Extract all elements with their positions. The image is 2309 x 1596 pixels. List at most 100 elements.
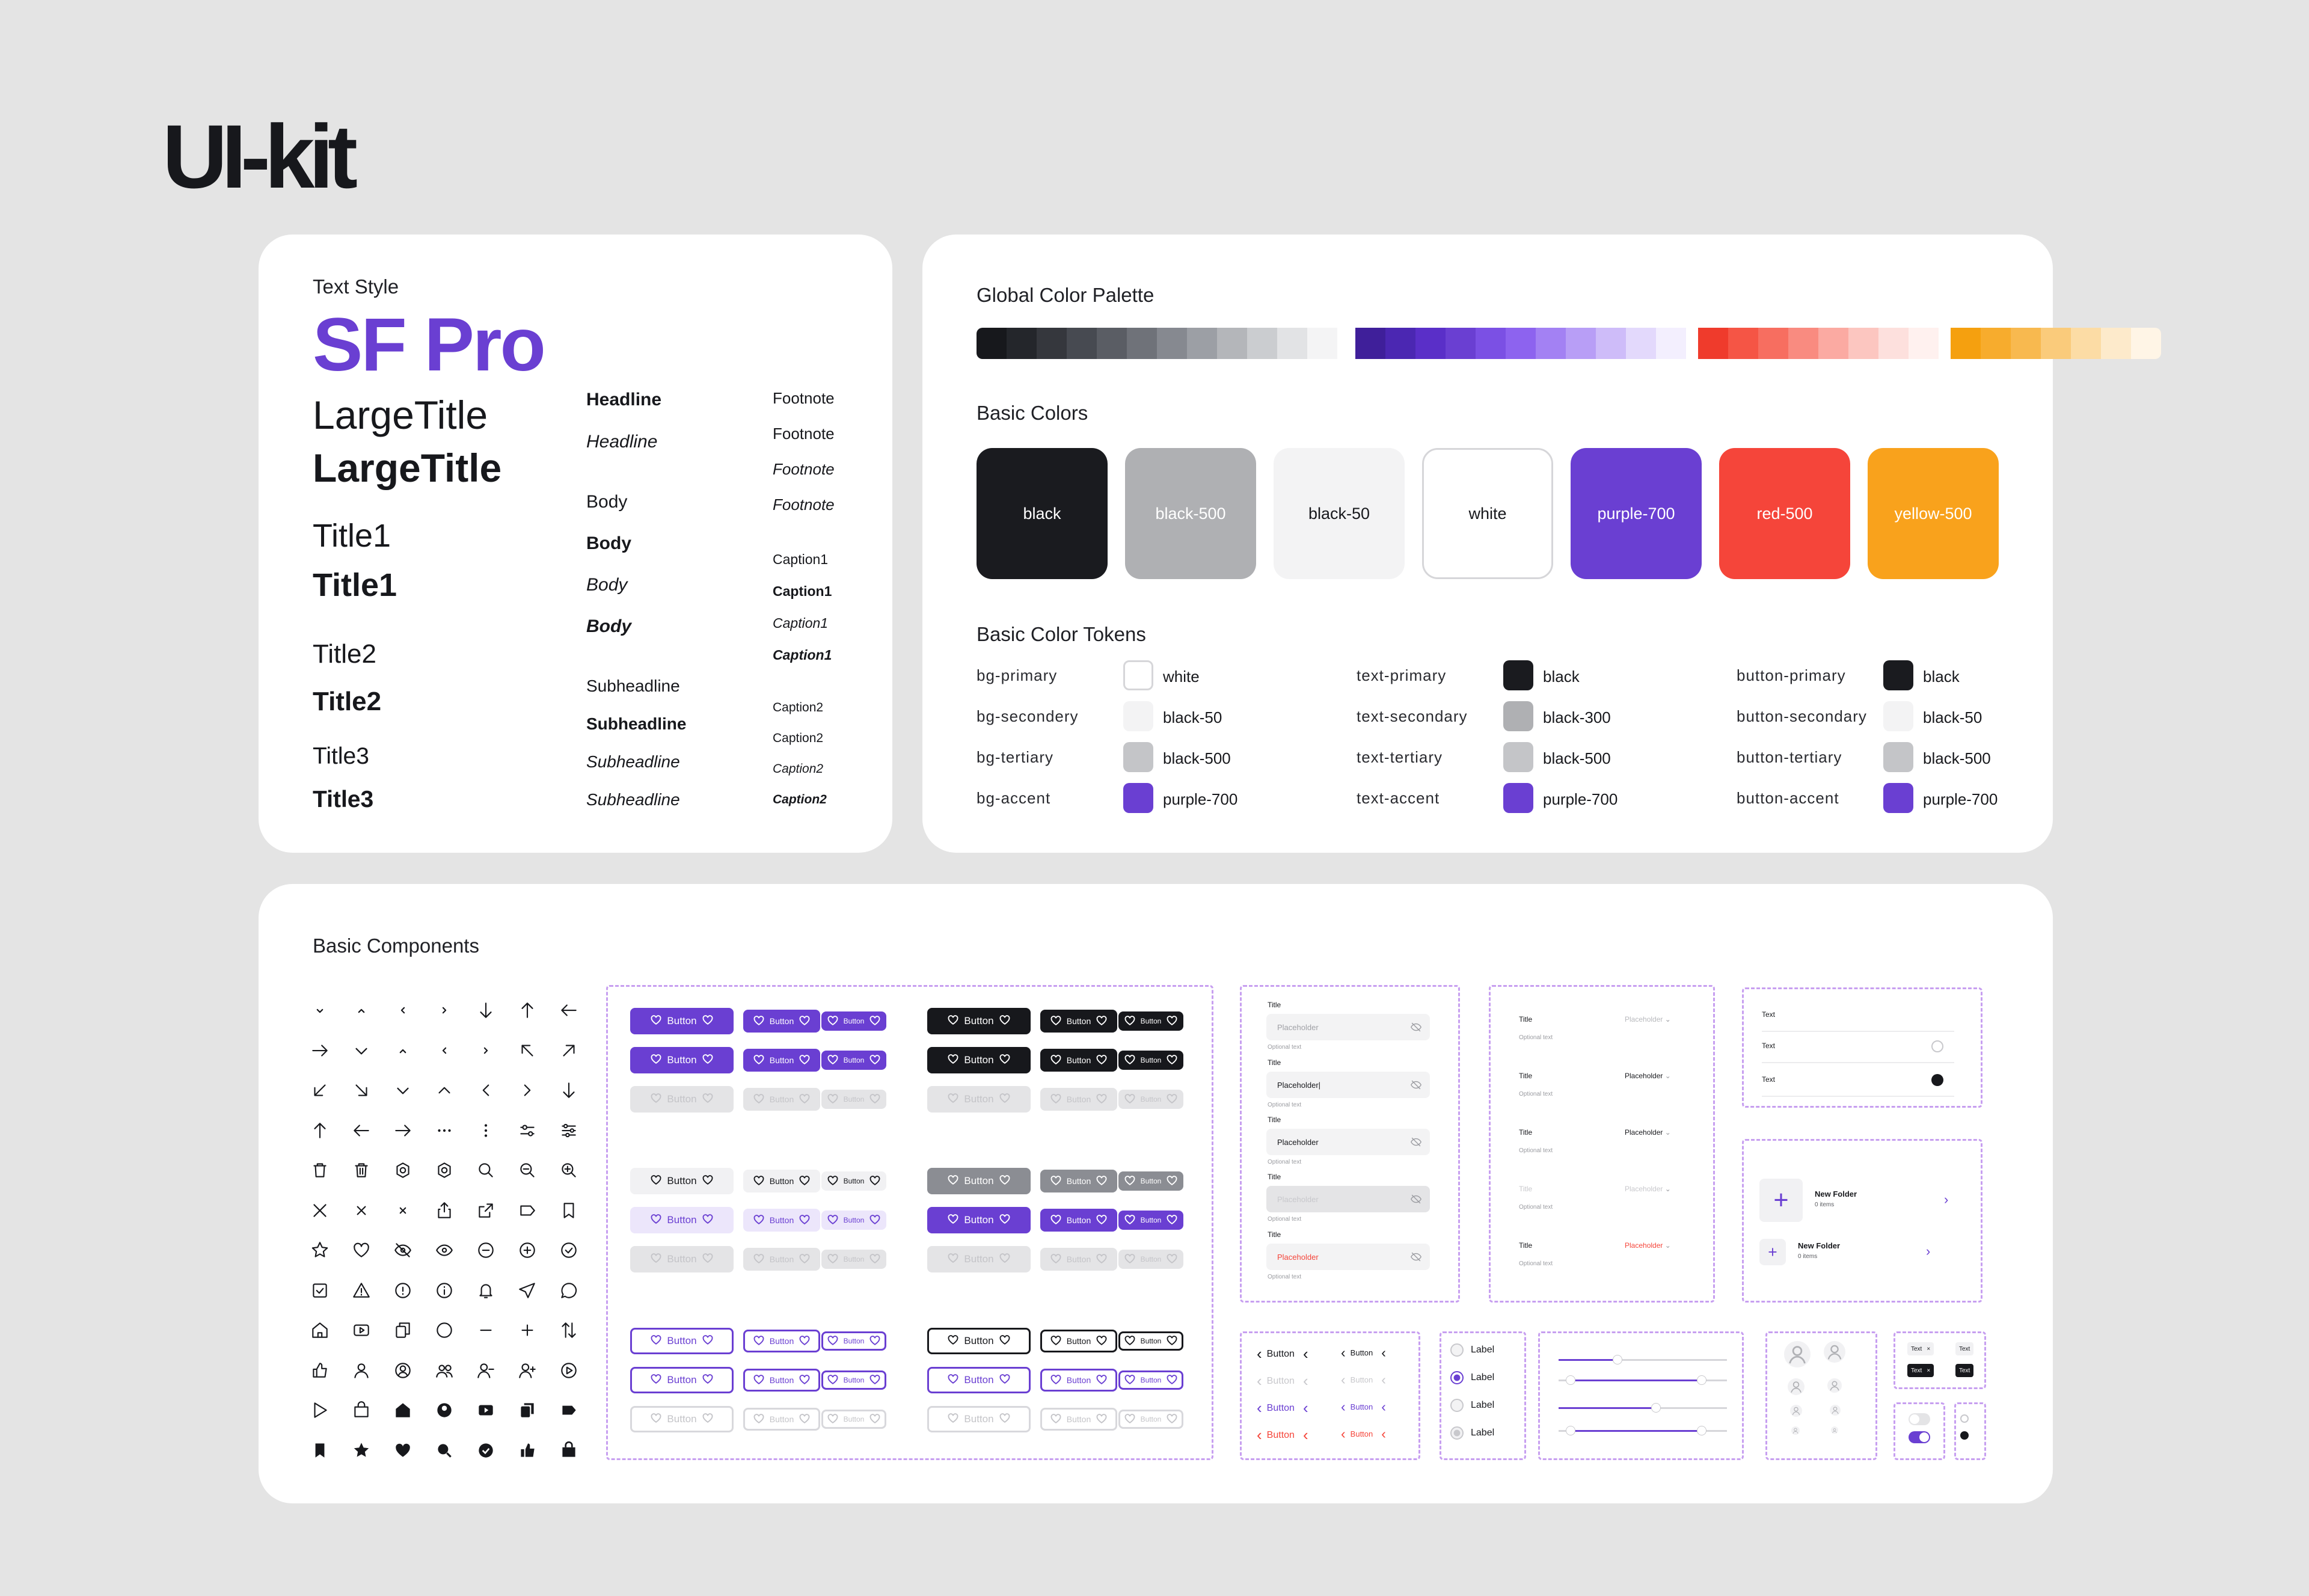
button[interactable]: Button: [630, 1086, 734, 1113]
button[interactable]: Button: [1040, 1010, 1117, 1033]
text-input[interactable]: Placeholder: [1266, 1014, 1430, 1040]
close-icon[interactable]: ×: [1927, 1345, 1931, 1352]
slider-thumb[interactable]: [1566, 1426, 1575, 1435]
chevron-right-icon[interactable]: ›: [1926, 1244, 1931, 1259]
button[interactable]: Button: [1040, 1170, 1117, 1192]
text-input[interactable]: Placeholder: [1266, 1244, 1430, 1270]
eye-off-icon[interactable]: [1409, 1192, 1423, 1206]
checkbox-checked[interactable]: [1960, 1431, 1969, 1440]
button[interactable]: Button: [630, 1168, 734, 1194]
button[interactable]: Button: [821, 1171, 886, 1191]
button[interactable]: Button: [630, 1008, 734, 1034]
button[interactable]: Button: [743, 1408, 820, 1431]
button[interactable]: Button: [1040, 1330, 1117, 1352]
button[interactable]: Button: [1118, 1051, 1183, 1070]
list-item-text[interactable]: Text: [1762, 1042, 1776, 1050]
checkbox-empty[interactable]: [1960, 1414, 1969, 1423]
back-button[interactable]: ‹ Button ‹: [1341, 1399, 1386, 1415]
list-item-text[interactable]: Text: [1762, 1010, 1776, 1019]
back-button[interactable]: ‹ Button ‹: [1341, 1345, 1386, 1361]
button[interactable]: Button: [927, 1086, 1031, 1113]
back-button[interactable]: ‹ Button ‹: [1257, 1345, 1308, 1363]
button[interactable]: Button: [743, 1010, 820, 1033]
button[interactable]: Button: [1118, 1211, 1183, 1230]
button[interactable]: Button: [821, 1211, 886, 1230]
button[interactable]: Button: [743, 1049, 820, 1072]
slider-thumb[interactable]: [1566, 1375, 1575, 1385]
dropdown-value[interactable]: Placeholder ⌄: [1625, 1072, 1671, 1080]
chip[interactable]: Text: [1955, 1342, 1974, 1355]
button[interactable]: Button: [927, 1207, 1031, 1233]
back-button[interactable]: ‹ Button ‹: [1341, 1372, 1386, 1388]
button[interactable]: Button: [630, 1406, 734, 1432]
button[interactable]: Button: [1040, 1088, 1117, 1111]
button[interactable]: Button: [821, 1011, 886, 1031]
button[interactable]: Button: [630, 1328, 734, 1354]
radio-empty[interactable]: [1931, 1040, 1943, 1052]
radio-button[interactable]: [1450, 1426, 1464, 1440]
back-button[interactable]: ‹ Button ‹: [1257, 1372, 1308, 1390]
button[interactable]: Button: [1040, 1408, 1117, 1431]
slider-thumb[interactable]: [1613, 1355, 1622, 1364]
add-folder-button[interactable]: +: [1759, 1179, 1803, 1222]
button[interactable]: Button: [927, 1246, 1031, 1272]
avatar[interactable]: [1791, 1426, 1800, 1435]
button[interactable]: Button: [821, 1250, 886, 1269]
button[interactable]: Button: [821, 1370, 886, 1390]
text-input[interactable]: Placeholder: [1266, 1129, 1430, 1155]
list-item-text[interactable]: Text: [1762, 1075, 1776, 1084]
eye-off-icon[interactable]: [1409, 1078, 1423, 1091]
add-folder-button[interactable]: +: [1759, 1239, 1786, 1265]
button[interactable]: Button: [630, 1047, 734, 1073]
button[interactable]: Button: [927, 1047, 1031, 1073]
dropdown-value[interactable]: Placeholder ⌄: [1625, 1185, 1671, 1193]
dropdown-value[interactable]: Placeholder ⌄: [1625, 1015, 1671, 1024]
avatar[interactable]: [1827, 1378, 1842, 1393]
chevron-right-icon[interactable]: ›: [1944, 1192, 1949, 1207]
dropdown-value[interactable]: Placeholder ⌄: [1625, 1241, 1671, 1250]
avatar[interactable]: [1824, 1341, 1845, 1363]
button[interactable]: Button: [1118, 1171, 1183, 1191]
radio-button[interactable]: [1450, 1399, 1464, 1412]
slider-thumb[interactable]: [1697, 1375, 1706, 1385]
slider-thumb[interactable]: [1651, 1403, 1661, 1413]
chip[interactable]: Text ×: [1907, 1342, 1934, 1355]
close-icon[interactable]: ×: [1927, 1367, 1931, 1374]
avatar[interactable]: [1790, 1405, 1802, 1417]
radio-checked[interactable]: [1931, 1074, 1943, 1086]
button[interactable]: Button: [821, 1331, 886, 1351]
radio-button[interactable]: [1450, 1343, 1464, 1357]
button[interactable]: Button: [1118, 1331, 1183, 1351]
text-input[interactable]: Placeholder|: [1266, 1072, 1430, 1098]
eye-off-icon[interactable]: [1409, 1135, 1423, 1149]
button[interactable]: Button: [1040, 1369, 1117, 1392]
button[interactable]: Button: [630, 1367, 734, 1393]
button[interactable]: Button: [927, 1168, 1031, 1194]
button[interactable]: Button: [630, 1207, 734, 1233]
button[interactable]: Button: [1118, 1090, 1183, 1109]
eye-off-icon[interactable]: [1409, 1021, 1423, 1034]
button[interactable]: Button: [927, 1367, 1031, 1393]
button[interactable]: Button: [1118, 1410, 1183, 1429]
button[interactable]: Button: [743, 1248, 820, 1271]
radio-button[interactable]: [1450, 1371, 1464, 1384]
button[interactable]: Button: [821, 1051, 886, 1070]
avatar[interactable]: [1784, 1341, 1811, 1367]
slider-thumb[interactable]: [1697, 1426, 1706, 1435]
button[interactable]: Button: [927, 1008, 1031, 1034]
button[interactable]: Button: [743, 1088, 820, 1111]
chip[interactable]: Text: [1955, 1364, 1974, 1377]
back-button[interactable]: ‹ Button ‹: [1341, 1426, 1386, 1442]
back-button[interactable]: ‹ Button ‹: [1257, 1426, 1308, 1444]
eye-off-icon[interactable]: [1409, 1250, 1423, 1263]
button[interactable]: Button: [630, 1246, 734, 1272]
button[interactable]: Button: [821, 1090, 886, 1109]
button[interactable]: Button: [821, 1410, 886, 1429]
button[interactable]: Button: [743, 1369, 820, 1392]
button[interactable]: Button: [1040, 1049, 1117, 1072]
button[interactable]: Button: [743, 1170, 820, 1192]
button[interactable]: Button: [1118, 1370, 1183, 1390]
button[interactable]: Button: [1118, 1250, 1183, 1269]
button[interactable]: Button: [743, 1209, 820, 1232]
avatar[interactable]: [1830, 1405, 1841, 1416]
